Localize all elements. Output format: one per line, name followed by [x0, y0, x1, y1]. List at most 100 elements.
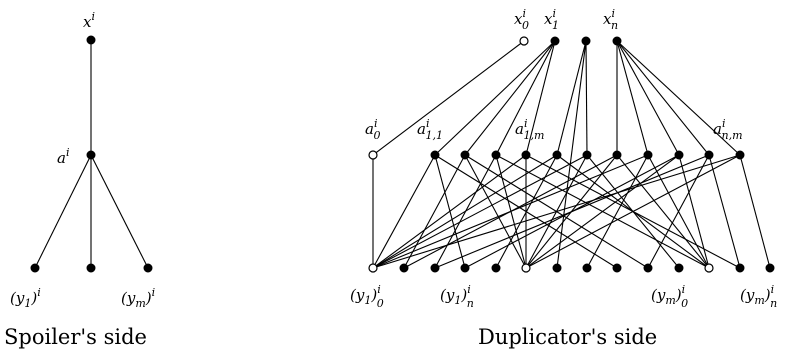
- duplicator-node-a-5: [552, 150, 562, 160]
- duplicator-edge: [616, 40, 741, 156]
- label-base: a: [713, 120, 722, 138]
- duplicator-edge: [708, 154, 741, 269]
- label-sup: i: [722, 117, 726, 130]
- dup-label-x1: xi 1: [544, 7, 559, 32]
- label-sup: i: [377, 283, 381, 296]
- label-sup: i: [426, 117, 430, 130]
- label-sup: i: [524, 117, 528, 130]
- duplicator-node-y-3: [460, 263, 470, 273]
- label-pre: (y: [121, 289, 136, 307]
- duplicator-node-y-8: [612, 263, 622, 273]
- duplicator-side: xi 0 xi 1 xi n ai 0 ai 1,1 ai 1,m ai n,m (y1)i 0…: [350, 7, 777, 349]
- duplicator-edge: [525, 154, 680, 269]
- duplicator-edge: [403, 154, 466, 269]
- spoiler-label-x: xi: [83, 10, 95, 31]
- duplicator-edge: [556, 40, 587, 156]
- label-sub-inner: 1: [24, 297, 31, 310]
- label-sub-inner: m: [665, 294, 675, 307]
- dup-label-anm: ai n,m: [713, 117, 743, 142]
- duplicator-edge: [434, 154, 710, 269]
- duplicator-node-a-2: [460, 150, 470, 160]
- label-sub: n,m: [721, 129, 742, 142]
- duplicator-edge: [739, 154, 771, 269]
- duplicator-edge: [464, 154, 527, 269]
- label-sup: i: [552, 7, 556, 20]
- label-base: x: [544, 10, 553, 28]
- duplicator-edges: [372, 40, 771, 269]
- label-sub: 1,m: [523, 129, 544, 142]
- duplicator-edge: [678, 154, 710, 269]
- duplicator-node-y-6: [552, 263, 562, 273]
- label-base: a: [365, 120, 374, 138]
- duplicator-node-x-3: [612, 36, 622, 46]
- spoiler-edge-a-ym: [90, 154, 149, 269]
- dup-label-x0: xi 0: [514, 7, 529, 32]
- duplicator-edge: [616, 40, 680, 156]
- spoiler-node-x: [86, 35, 96, 45]
- spoiler-caption: Spoiler's side: [4, 325, 147, 349]
- duplicator-node-y-2: [430, 263, 440, 273]
- dup-label-y1n: (y1)i n: [440, 283, 474, 310]
- dup-label-xn: xi n: [603, 7, 618, 32]
- label-sup: i: [152, 286, 156, 299]
- label-sub: 0: [681, 297, 688, 310]
- label-sup: i: [522, 7, 526, 20]
- duplicator-node-a-9: [674, 150, 684, 160]
- duplicator-node-a-8: [643, 150, 653, 160]
- label-post: ): [764, 286, 771, 304]
- duplicator-node-y-9: [643, 263, 653, 273]
- duplicator-edge: [616, 40, 649, 156]
- label-sub: 0: [522, 19, 529, 32]
- label-sup: i: [682, 283, 686, 296]
- duplicator-node-y-13: [765, 263, 775, 273]
- label-base: a: [515, 120, 524, 138]
- label-base: x: [83, 13, 92, 31]
- duplicator-edge: [372, 154, 558, 269]
- label-base: x: [514, 10, 523, 28]
- duplicator-edge: [556, 40, 587, 269]
- label-sub: 0: [377, 297, 384, 310]
- duplicator-nodes: [368, 36, 775, 273]
- label-sup: i: [37, 286, 41, 299]
- duplicator-edge: [434, 40, 556, 156]
- duplicator-edge: [372, 154, 436, 269]
- duplicator-node-y-5: [521, 263, 531, 273]
- duplicator-node-a-6: [582, 150, 592, 160]
- label-sup: i: [467, 283, 471, 296]
- duplicator-edge: [525, 40, 556, 156]
- label-sup: i: [771, 283, 775, 296]
- label-sub: n: [611, 19, 618, 32]
- label-pre: (y: [440, 286, 455, 304]
- label-sup: i: [374, 117, 378, 130]
- duplicator-edge: [585, 40, 588, 156]
- spoiler-label-y1: (y1)i: [10, 286, 41, 310]
- duplicator-node-x-1: [550, 36, 560, 46]
- label-post: ): [460, 286, 467, 304]
- duplicator-edge: [372, 154, 588, 269]
- spoiler-node-ymid: [86, 263, 96, 273]
- label-pre: (y: [740, 286, 755, 304]
- duplicator-node-y-12: [735, 263, 745, 273]
- spoiler-node-a: [86, 150, 96, 160]
- duplicator-node-y-10: [674, 263, 684, 273]
- label-sub: 1: [552, 19, 559, 32]
- duplicator-node-y-11: [704, 263, 714, 273]
- label-sub-inner: 1: [454, 294, 461, 307]
- label-post: ): [30, 289, 37, 307]
- duplicator-node-a-0: [368, 150, 378, 160]
- spoiler-node-y1: [30, 263, 40, 273]
- label-post: ): [370, 286, 377, 304]
- label-sup: i: [611, 7, 615, 20]
- duplicator-edge: [616, 40, 710, 156]
- dup-label-ym0: (ym)i 0: [651, 283, 688, 310]
- label-base: x: [603, 10, 612, 28]
- duplicator-node-a-3: [491, 150, 501, 160]
- label-post: ): [675, 286, 682, 304]
- label-sup: i: [91, 10, 95, 23]
- label-sub: n: [467, 297, 474, 310]
- duplicator-node-a-1: [430, 150, 440, 160]
- label-base: a: [417, 120, 426, 138]
- spoiler-label-ym: (ym)i: [121, 286, 155, 310]
- duplicator-edge: [372, 154, 741, 269]
- spoiler-side: xi ai (y1)i (ym)i Spoiler's side: [4, 10, 155, 349]
